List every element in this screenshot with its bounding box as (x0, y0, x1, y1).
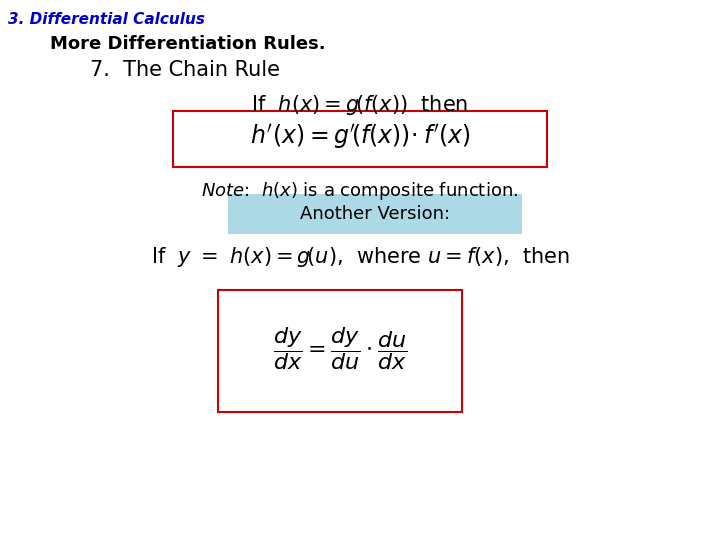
Text: 7.  The Chain Rule: 7. The Chain Rule (90, 60, 280, 80)
Text: Another Version:: Another Version: (300, 205, 450, 223)
Text: If  $y \ = \ h(x) = g\!\left(u\right)$,  where $u = f(x)$,  then: If $y \ = \ h(x) = g\!\left(u\right)$, w… (150, 245, 570, 269)
Text: $\dfrac{dy}{dx} = \dfrac{dy}{du}\cdot\dfrac{du}{dx}$: $\dfrac{dy}{dx} = \dfrac{dy}{du}\cdot\df… (273, 326, 408, 373)
Text: $\it{Note}$:  $h(x)$ is a composite function.: $\it{Note}$: $h(x)$ is a composite funct… (202, 180, 518, 202)
FancyBboxPatch shape (173, 111, 547, 167)
Text: $h'(x) = g'\!\left(f(x)\right)\!\cdot f'(x)$: $h'(x) = g'\!\left(f(x)\right)\!\cdot f'… (250, 123, 470, 151)
Text: More Differentiation Rules.: More Differentiation Rules. (50, 35, 325, 53)
Text: If  $h(x) = g\!\left(f(x)\right)$  then: If $h(x) = g\!\left(f(x)\right)$ then (251, 93, 469, 117)
Text: 3. Differential Calculus: 3. Differential Calculus (8, 12, 205, 27)
FancyBboxPatch shape (228, 194, 522, 234)
FancyBboxPatch shape (218, 290, 462, 412)
